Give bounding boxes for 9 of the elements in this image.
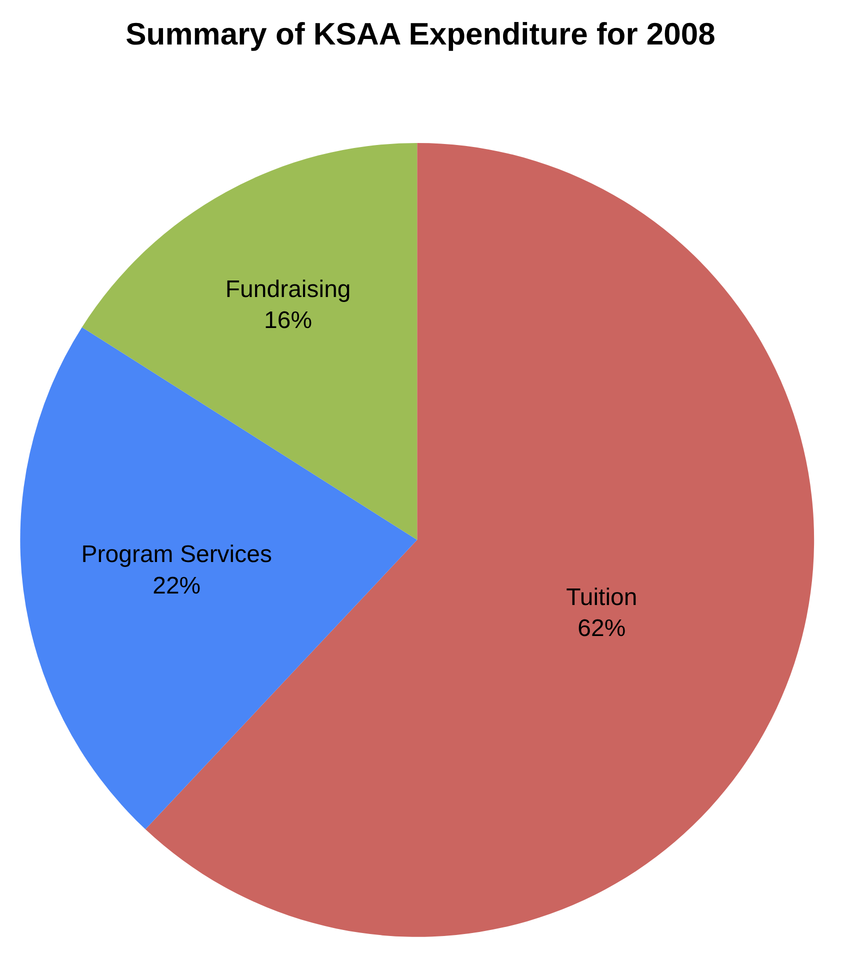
slice-label: Fundraising <box>225 276 351 304</box>
slice-label: Program Services <box>81 541 272 568</box>
pie-slice <box>20 327 418 830</box>
data-label: 22% <box>152 572 201 600</box>
pie-slice <box>82 142 418 540</box>
data-label: 62% <box>578 615 626 642</box>
data-label: 16% <box>264 307 312 334</box>
chart-title: Summary of KSAA Expenditure for 2008 <box>126 16 716 52</box>
slice-label: Tuition <box>566 584 638 611</box>
